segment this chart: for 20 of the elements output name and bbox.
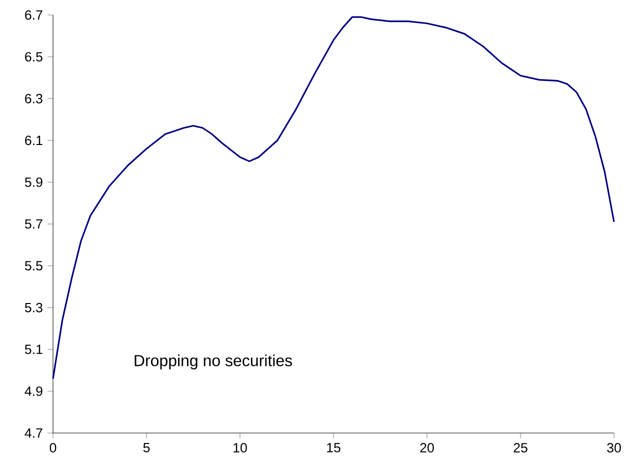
y-tick-label: 4.7 xyxy=(24,428,42,438)
y-tick-label: 6.7 xyxy=(25,10,42,20)
annotation: Dropping no securities xyxy=(134,354,292,370)
y-tick-label: 5.3 xyxy=(24,302,42,312)
y-tick-label: 5.7 xyxy=(24,219,42,229)
y-tick-label: 5.9 xyxy=(24,177,42,187)
x-tick-label: 5 xyxy=(143,443,150,452)
x-tick-label: 25 xyxy=(514,443,528,452)
y-tick-label: 5.5 xyxy=(24,261,42,270)
x-tick-label: 30 xyxy=(607,443,621,452)
line-series xyxy=(52,16,615,380)
y-tick-label: 6.5 xyxy=(25,52,42,62)
y-tick-label: 4.9 xyxy=(24,386,42,396)
y-tick-label: 6.1 xyxy=(25,136,42,146)
x-tick-label: 20 xyxy=(420,443,434,452)
y-tick-label: 6.3 xyxy=(25,94,42,104)
x-tick-label: 10 xyxy=(234,443,247,452)
y-tick-label: 5.1 xyxy=(24,344,42,354)
x-tick-label: 0 xyxy=(50,443,56,452)
x-tick-label: 15 xyxy=(327,443,340,452)
